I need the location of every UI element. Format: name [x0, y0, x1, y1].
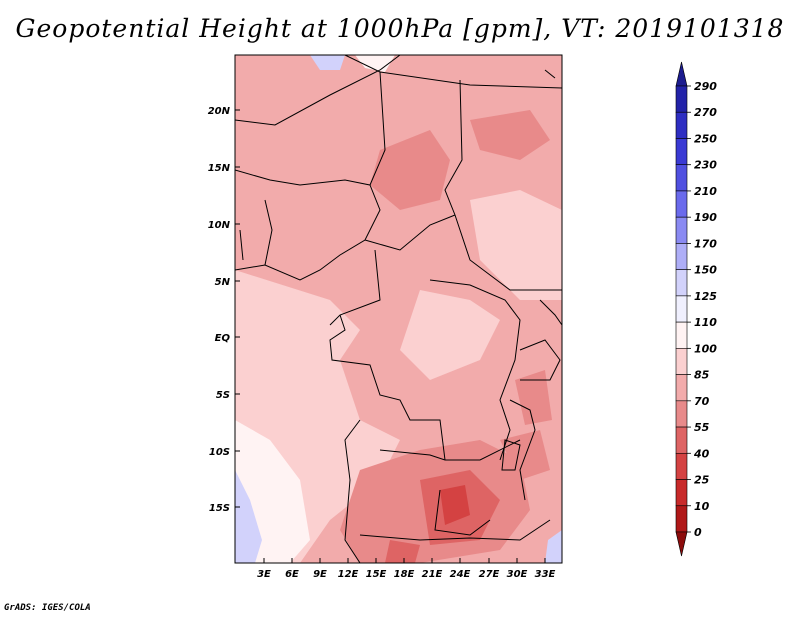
colorbar-bottom-arrow [675, 531, 688, 557]
lon-label: 18E [394, 569, 415, 580]
colorbar-label: 230 [694, 159, 717, 172]
colorbar-label: 0 [694, 526, 702, 539]
latitude-axis: 20N 15N 10N 5N EQ 5S 10S 15S [208, 106, 240, 514]
lon-label: 12E [338, 569, 359, 580]
map-frame [234, 54, 563, 564]
colorbar-label: 210 [694, 185, 717, 198]
colorbar-label: 250 [694, 132, 717, 145]
colorbar-label: 85 [694, 369, 710, 382]
height-field [235, 55, 562, 563]
colorbar-label: 110 [694, 316, 717, 329]
lat-label: 15S [209, 503, 230, 514]
lon-label: 15E [366, 569, 387, 580]
colorbar-label: 290 [694, 80, 717, 93]
lon-label: 6E [285, 569, 299, 580]
lat-label: 10N [208, 220, 231, 231]
colorbar-label: 70 [694, 395, 710, 408]
lon-label: 30E [507, 569, 528, 580]
colorbar-segment [675, 479, 688, 507]
colorbar-top-arrow [675, 61, 688, 87]
lat-label: 10S [209, 447, 230, 458]
lat-label: 20N [208, 106, 231, 117]
colorbar-label: 170 [694, 237, 717, 250]
longitude-axis: 3E 6E 9E 12E 15E 18E 21E 24E 27E 30E 33E [257, 558, 556, 580]
colorbar-label: 55 [694, 421, 710, 434]
map-title: Geopotential Height at 1000hPa [gpm], VT… [15, 14, 785, 43]
colorbar-label: 40 [693, 447, 710, 460]
lat-label: 15N [208, 163, 231, 174]
colorbar-segment [675, 426, 688, 454]
colorbar-label: 125 [694, 290, 717, 303]
colorbar-segment [675, 505, 688, 533]
colorbar-segment [675, 269, 688, 297]
colorbar-segment [675, 243, 688, 270]
colorbar: 2902702502302101901701501251101008570554… [675, 61, 717, 557]
colorbar-segment [675, 138, 688, 166]
lon-label: 3E [257, 569, 271, 580]
colorbar-label: 10 [694, 500, 710, 513]
colorbar-label: 25 [694, 474, 710, 487]
colorbar-segment [675, 400, 688, 428]
colorbar-label: 270 [694, 106, 717, 119]
lat-label: EQ [215, 333, 231, 344]
lat-label: 5N [215, 277, 231, 288]
lon-label: 33E [535, 569, 556, 580]
colorbar-segment [675, 111, 688, 139]
colorbar-segment [675, 321, 688, 349]
colorbar-segment [675, 216, 688, 244]
lon-label: 21E [422, 569, 443, 580]
colorbar-segment [675, 164, 688, 192]
grads-credit: GrADS: IGES/COLA [4, 603, 91, 613]
colorbar-segment [675, 374, 688, 402]
colorbar-segment [675, 85, 688, 113]
lat-label: 5S [216, 390, 230, 401]
colorbar-segment [675, 452, 688, 480]
colorbar-label: 100 [694, 342, 717, 355]
colorbar-segment [675, 190, 688, 218]
colorbar-label: 190 [694, 211, 717, 224]
lon-label: 24E [450, 569, 471, 580]
colorbar-segment [675, 295, 688, 323]
lon-label: 27E [479, 569, 500, 580]
colorbar-label: 150 [694, 264, 717, 277]
colorbar-segment [675, 348, 688, 375]
lon-label: 9E [313, 569, 327, 580]
